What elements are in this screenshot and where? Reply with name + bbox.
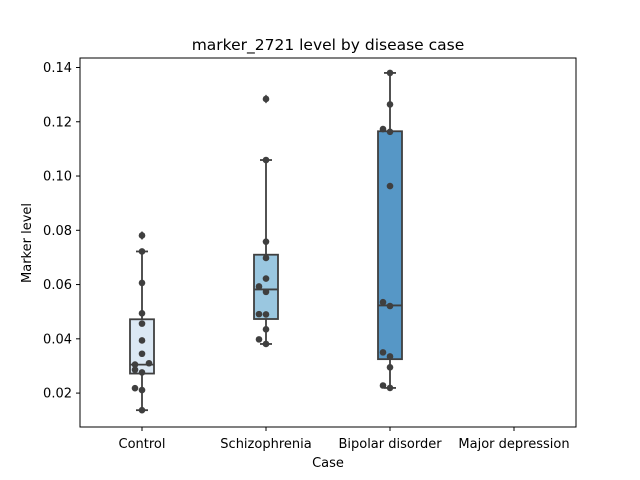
data-point: [386, 353, 394, 360]
data-point: [138, 350, 146, 358]
data-point: [145, 359, 153, 367]
plot-area: [129, 69, 403, 414]
data-point: [386, 128, 394, 136]
data-point: [379, 382, 387, 389]
data-point: [131, 361, 139, 368]
data-point: [262, 238, 270, 245]
data-point: [131, 384, 139, 392]
chart-title: marker_2721 level by disease case: [192, 36, 465, 55]
y-tick-label: 0.12: [43, 115, 72, 130]
data-point: [138, 232, 146, 239]
y-tick-label: 0.14: [43, 61, 72, 76]
data-point: [131, 366, 139, 374]
y-tick-label: 0.04: [43, 332, 72, 347]
data-point: [138, 248, 146, 255]
box: [377, 130, 403, 361]
data-point: [255, 310, 263, 318]
box-group: [253, 94, 279, 345]
data-point: [138, 337, 146, 344]
box-group: [377, 72, 403, 389]
data-point: [386, 69, 394, 77]
data-point: [386, 302, 394, 310]
data-point: [138, 386, 146, 394]
data-point: [386, 182, 394, 190]
data-point: [262, 275, 270, 282]
axes-frame: [79, 57, 577, 428]
data-point: [138, 406, 146, 414]
y-axis-title: Marker level: [20, 203, 35, 283]
data-point: [379, 349, 387, 356]
data-point: [262, 95, 270, 103]
data-point: [262, 340, 270, 348]
axes: 0.02 0.04 0.06 0.08 0.10 0.12 0.14 Control Schiz…: [43, 57, 577, 452]
data-point: [379, 125, 387, 133]
data-point: [138, 279, 146, 287]
data-point: [138, 369, 146, 376]
data-point: [262, 288, 270, 296]
y-tick-label: 0.10: [43, 170, 72, 185]
data-point: [138, 310, 146, 317]
x-tick-label: Bipolar disorder: [338, 437, 442, 452]
x-tick-label: Control: [119, 437, 166, 452]
swarm-group: [131, 232, 153, 414]
x-axis-title: Case: [312, 456, 344, 471]
data-point: [262, 254, 270, 262]
y-tick-label: 0.02: [43, 387, 72, 402]
y-tick-label: 0.08: [43, 224, 72, 239]
x-tick-label: Major depression: [458, 437, 569, 452]
swarm-group: [255, 95, 270, 348]
data-point: [138, 320, 146, 327]
data-point: [262, 156, 270, 164]
data-point: [255, 283, 263, 290]
data-point: [262, 326, 270, 333]
data-point: [255, 336, 263, 343]
swarm-group: [379, 69, 394, 392]
data-point: [386, 364, 394, 371]
data-point: [386, 384, 394, 392]
data-point: [262, 311, 270, 318]
x-tick-label: Schizophrenia: [220, 437, 311, 452]
data-point: [386, 101, 394, 108]
data-point: [379, 298, 387, 306]
y-tick-label: 0.06: [43, 278, 72, 293]
